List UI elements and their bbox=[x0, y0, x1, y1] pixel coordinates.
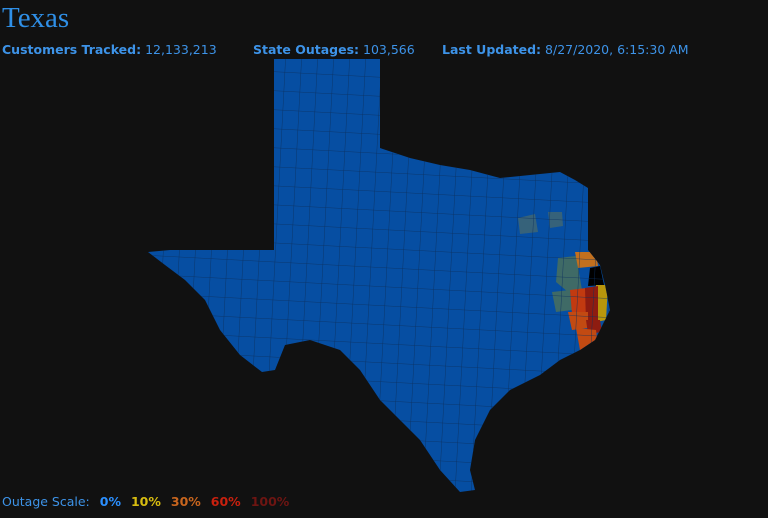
texas-map bbox=[148, 59, 610, 492]
stat-value: 103,566 bbox=[363, 42, 415, 57]
legend-level: 100% bbox=[250, 494, 290, 509]
stat-value: 8/27/2020, 6:15:30 AM bbox=[545, 42, 689, 57]
stat-label: Last Updated: bbox=[442, 42, 542, 57]
stat: Last Updated: 8/27/2020, 6:15:30 AM bbox=[442, 42, 689, 57]
legend-label: Outage Scale: bbox=[2, 494, 90, 509]
title: Texas bbox=[2, 2, 70, 34]
legend-level: 60% bbox=[210, 494, 241, 509]
county-borders bbox=[148, 59, 610, 492]
stat: State Outages: 103,566 bbox=[253, 42, 415, 57]
legend-level: 0% bbox=[99, 494, 121, 509]
stat: Customers Tracked: 12,133,213 bbox=[2, 42, 217, 57]
stat-value: 12,133,213 bbox=[145, 42, 217, 57]
stat-label: Customers Tracked: bbox=[2, 42, 142, 57]
legend: Outage Scale: 0% 10% 30% 60% 100% bbox=[2, 494, 289, 509]
legend-level: 30% bbox=[170, 494, 201, 509]
legend-level: 10% bbox=[130, 494, 161, 509]
stat-label: State Outages: bbox=[253, 42, 360, 57]
